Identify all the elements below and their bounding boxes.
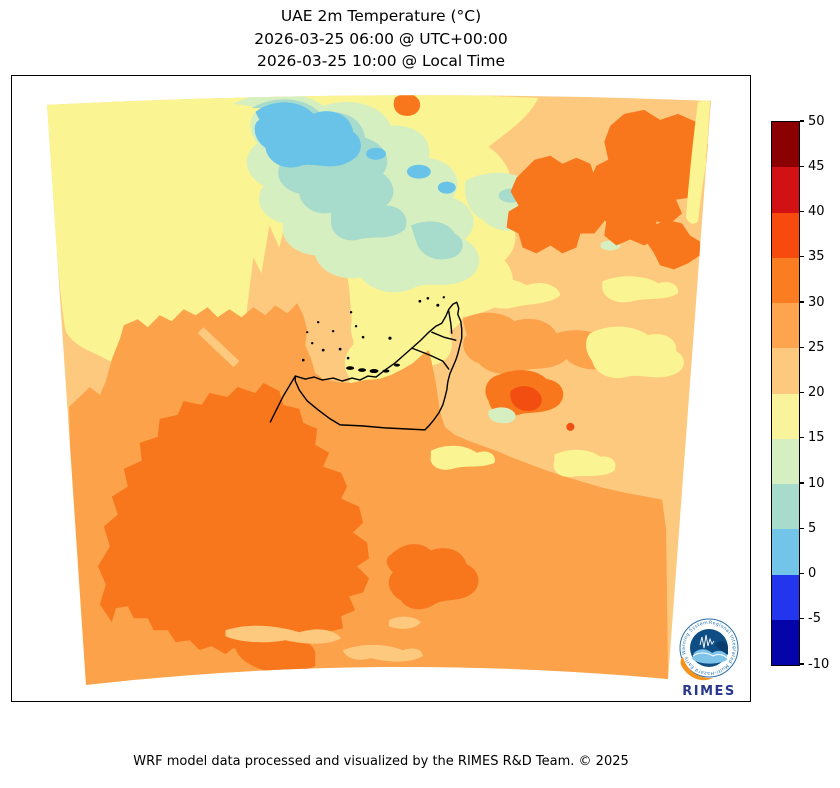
colorbar-tick-mark <box>800 256 804 258</box>
colorbar-band <box>772 303 799 349</box>
colorbar-tick-label: 0 <box>808 566 817 581</box>
colorbar-tick-label: 50 <box>808 113 825 129</box>
colorbar-tick-mark <box>800 346 804 348</box>
contour-region-30-35-bottom-center <box>235 635 316 673</box>
colorbar-tick-label: 20 <box>808 385 825 400</box>
map-axes: Regional Integrated Multi-Hazard Early W… <box>11 75 751 702</box>
colorbar-band <box>772 619 799 665</box>
colorbar-tick-label: -10 <box>808 656 830 672</box>
contour-region-5-10-teal-arm2 <box>410 221 463 260</box>
colorbar-band <box>772 122 799 168</box>
temperature-contour-map <box>47 95 711 686</box>
footer-credit: WRF model data processed and visualized … <box>133 754 629 769</box>
colorbar-tick-label: 15 <box>808 430 825 446</box>
colorbar-tick-label: -5 <box>808 611 821 627</box>
logo-wave <box>692 649 727 664</box>
logo-wordmark: RIMES <box>682 684 736 699</box>
contour-region-0-5-speck <box>406 164 431 179</box>
logo-figure-silhouette <box>716 641 728 655</box>
contour-region-35-40-dot <box>566 422 575 431</box>
contour-region-30-35-southeast-wing <box>386 544 479 610</box>
colorbar-tick-label: 35 <box>808 249 825 265</box>
colorbar-tick-mark <box>800 391 804 394</box>
contour-region-15-20-patch <box>430 445 495 470</box>
contour-region-15-20-patch <box>472 278 561 309</box>
border-line-internal <box>431 331 457 341</box>
contour-region-15-20-edge-strip <box>686 100 710 224</box>
colorbar-tick-mark <box>800 663 804 665</box>
contour-region-30-35-top-tongue <box>393 95 421 116</box>
colorbar-band <box>772 393 799 439</box>
contour-region-20-25-sliver <box>388 616 421 629</box>
contour-region-15-20-patch <box>586 326 684 379</box>
colorbar-tick-mark <box>800 301 804 303</box>
colorbar-ticks: 50 45 40 35 30 25 20 15 10 5 0 -5 -10 <box>800 114 840 672</box>
figure-title: UAE 2m Temperature (°C) 2026-03-25 06:00… <box>11 5 751 73</box>
colorbar-tick-mark <box>800 437 804 439</box>
colorbar-tick-label: 40 <box>808 204 825 219</box>
colorbar-tick-label: 30 <box>808 294 825 310</box>
colorbar-band <box>772 484 799 530</box>
contour-region-20-25-sliver <box>197 327 240 368</box>
rimes-logo: Regional Integrated Multi-Hazard Early W… <box>679 618 739 699</box>
colorbar-tick-mark <box>800 572 804 575</box>
colorbar-bands <box>772 122 799 665</box>
colorbar-band <box>772 574 799 620</box>
colorbar-tick-label: 10 <box>808 475 825 491</box>
colorbar-band <box>772 167 799 213</box>
colorbar-band <box>772 212 799 258</box>
logo-wave-line <box>692 652 728 659</box>
colorbar-band <box>772 438 799 484</box>
colorbar-band <box>772 348 799 394</box>
contour-region-20-25-streak <box>225 625 342 644</box>
contour-region-25-30-streak <box>462 312 570 374</box>
colorbar-tick-mark <box>800 482 804 484</box>
border-line-southwest <box>269 375 296 423</box>
contour-region-30-35-northeast-arm <box>646 219 700 270</box>
colorbar-band <box>772 529 799 575</box>
title-line-utc-time: 2026-03-25 06:00 @ UTC+00:00 <box>254 29 508 48</box>
colorbar-tick-mark <box>800 527 804 529</box>
contour-region-0-5-speck <box>437 181 456 194</box>
uae-border-outline <box>269 301 463 431</box>
contour-region-30-35-northeast-b <box>506 155 607 254</box>
logo-orange-swoosh <box>680 657 713 681</box>
colorbar-tick-mark <box>800 210 804 213</box>
contour-region-30-35-northeast-a <box>590 109 710 246</box>
colorbar-tick-mark <box>800 165 804 167</box>
contour-region-20-25-streak <box>343 644 423 662</box>
contour-region-15-20-patch <box>602 276 679 303</box>
colorbar-band <box>772 257 799 303</box>
contour-region-10-15-spot-east <box>488 407 516 424</box>
contour-region-0-5-speck <box>366 147 386 160</box>
logo-seismogram <box>699 634 715 649</box>
colorbar-tick-mark <box>800 120 804 122</box>
contour-region-15-20-patch <box>553 449 616 478</box>
title-line-variable: UAE 2m Temperature (°C) <box>280 7 482 25</box>
colorbar-tick-label: 25 <box>808 339 825 355</box>
border-line-internal <box>411 347 450 370</box>
colorbar <box>771 121 800 666</box>
contour-region-0-5-blue <box>254 102 361 168</box>
border-line-internal <box>448 310 453 334</box>
contour-region-5-10-teal-arm <box>330 190 407 241</box>
colorbar-tick-label: 45 <box>808 158 825 174</box>
title-line-local-time: 2026-03-25 10:00 @ Local Time <box>256 52 506 70</box>
colorbar-tick-label: 5 <box>808 520 817 536</box>
colorbar-tick-mark <box>800 618 804 620</box>
coastal-islands <box>301 296 445 374</box>
contour-region-35-40-spot <box>510 386 542 411</box>
contour-region-30-35-southwest-core <box>97 383 370 655</box>
